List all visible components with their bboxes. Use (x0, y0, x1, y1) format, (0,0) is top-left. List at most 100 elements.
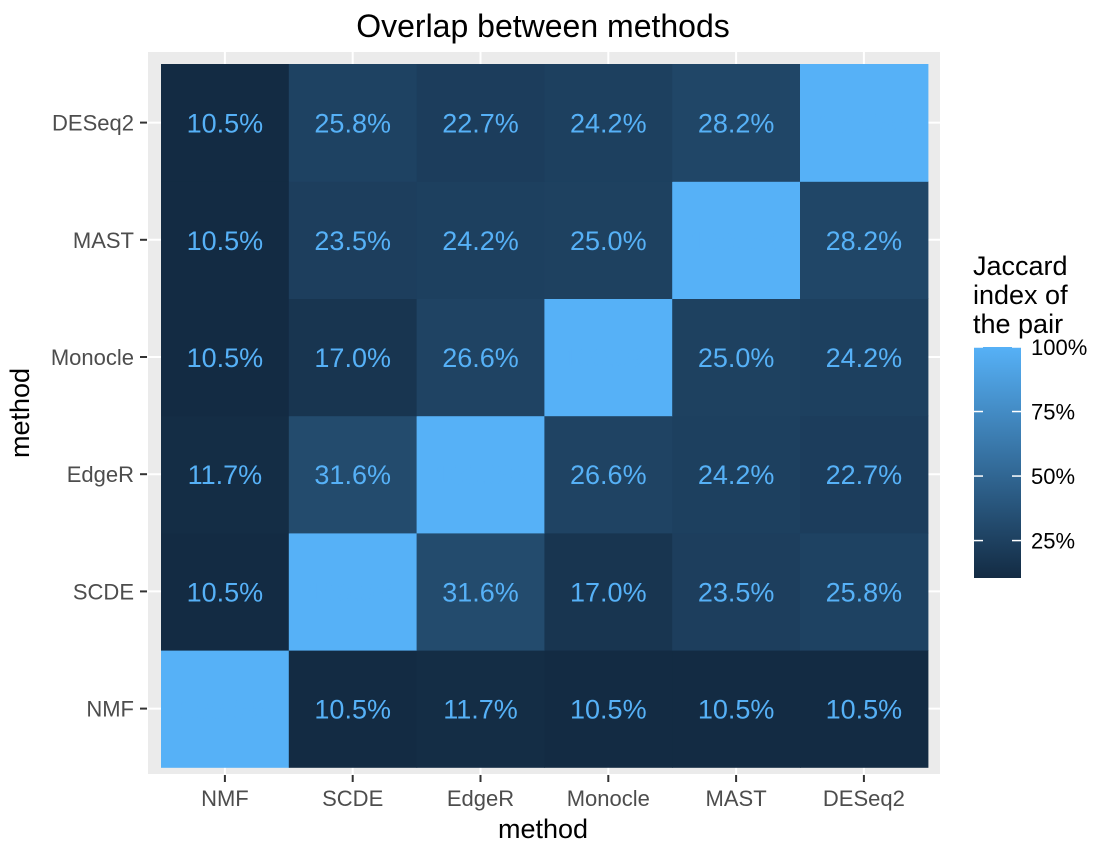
heatmap-cell (416, 415, 545, 534)
x-tick-label: SCDE (322, 786, 383, 811)
cell-value-label: 100.0% (563, 343, 655, 373)
cell-value-label: 10.5% (187, 343, 264, 373)
heatmap-cell (800, 298, 929, 417)
cell-value-label: 23.5% (314, 226, 391, 256)
cell-value-label: 25.0% (570, 226, 647, 256)
heatmap-cell (800, 64, 929, 182)
cell-value-label: 24.2% (826, 343, 903, 373)
heatmap-cell (288, 650, 418, 768)
cell-value-label: 17.0% (314, 343, 391, 373)
cell-value-label: 26.6% (570, 460, 647, 490)
y-tick-label: EdgeR (67, 462, 134, 487)
cell-value-label: 100.0% (690, 226, 782, 256)
heatmap-cell (544, 415, 673, 534)
legend-tick-label: 75% (1031, 400, 1075, 425)
cell-value-label: 10.5% (187, 226, 264, 256)
cell-value-label: 28.2% (698, 109, 775, 139)
heatmap-cell (672, 64, 801, 182)
heatmap-cell (416, 532, 545, 651)
cell-value-label: 100.0% (179, 695, 271, 725)
heatmap-cell (544, 532, 673, 651)
cell-value-label: 25.8% (826, 577, 903, 607)
heatmap-cell (544, 650, 673, 768)
cell-value-label: 25.0% (698, 343, 775, 373)
heatmap-cell (800, 650, 929, 768)
heatmap-cell (800, 532, 929, 651)
y-axis: NMF SCDE EdgeR Monocle MAST DESeq2 (51, 111, 147, 722)
heatmap-cell (416, 298, 545, 417)
cell-value-label: 10.5% (187, 577, 264, 607)
cell-value-label: 22.7% (826, 460, 903, 490)
cell-value-label: 31.6% (314, 460, 391, 490)
heatmap-cell (161, 181, 290, 299)
y-tick-label: NMF (86, 697, 134, 722)
x-tick-label: Monocle (567, 786, 650, 811)
legend-title-line: index of (973, 280, 1068, 310)
cell-labels: 100.0% 10.5% 11.7% 10.5% 10.5% 10.5% 10.5% 100.… (179, 109, 910, 725)
legend-colorbar (974, 347, 1021, 578)
cell-value-label: 11.7% (443, 695, 518, 725)
cell-value-label: 24.2% (698, 460, 775, 490)
x-tick-label: DESeq2 (823, 786, 905, 811)
legend-tick-label: 25% (1031, 529, 1075, 554)
cell-value-label: 10.5% (314, 695, 391, 725)
cell-value-label: 26.6% (442, 343, 519, 373)
cell-value-label: 24.2% (570, 109, 647, 139)
heatmap-cells (161, 64, 929, 768)
heatmap-cell (800, 415, 929, 534)
chart-title: Overlap between methods (356, 8, 730, 44)
y-tick-label: DESeq2 (52, 111, 134, 136)
cell-value-label: 28.2% (826, 226, 903, 256)
heatmap-cell (672, 650, 801, 768)
heatmap-cell (672, 298, 801, 417)
cell-value-label: 10.5% (826, 695, 903, 725)
y-tick-label: SCDE (73, 579, 134, 604)
cell-value-label: 31.6% (442, 577, 519, 607)
x-tick-label: EdgeR (447, 786, 514, 811)
heatmap-cell (544, 298, 673, 417)
x-axis-title: method (498, 814, 588, 844)
heatmap-cell (288, 532, 418, 651)
heatmap-cell (800, 181, 929, 299)
x-tick-label: NMF (201, 786, 249, 811)
legend-title-line: the pair (973, 309, 1063, 339)
x-tick-label: MAST (706, 786, 767, 811)
cell-value-label: 100.0% (818, 109, 910, 139)
cell-value-label: 17.0% (570, 577, 647, 607)
cell-value-label: 10.5% (187, 109, 264, 139)
legend-title-line: Jaccard (973, 251, 1068, 281)
heatmap-cell (672, 415, 801, 534)
cell-value-label: 23.5% (698, 577, 775, 607)
legend-tick-label: 50% (1031, 464, 1075, 489)
heatmap-cell (161, 650, 290, 768)
heatmap-cell (672, 532, 801, 651)
heatmap-cell (288, 181, 418, 299)
y-tick-label: Monocle (51, 345, 134, 370)
heatmap-cell (416, 64, 545, 182)
y-tick-label: MAST (73, 228, 134, 253)
cell-value-label: 100.0% (307, 577, 399, 607)
heatmap-cell (161, 415, 290, 534)
x-axis: NMF SCDE EdgeR Monocle MAST DESeq2 (201, 775, 905, 811)
heatmap-cell (161, 532, 290, 651)
heatmap-cell (544, 181, 673, 299)
legend-tick-label: 100% (1031, 335, 1087, 360)
heatmap-cell (544, 64, 673, 182)
heatmap-cell (288, 415, 418, 534)
heatmap-cell (672, 181, 801, 299)
cell-value-label: 22.7% (442, 109, 519, 139)
cell-value-label: 24.2% (442, 226, 519, 256)
heatmap-cell (288, 298, 418, 417)
cell-value-label: 11.7% (188, 460, 263, 490)
cell-value-label: 100.0% (435, 460, 527, 490)
cell-value-label: 25.8% (314, 109, 391, 139)
heatmap-cell (416, 181, 545, 299)
cell-value-label: 10.5% (698, 695, 775, 725)
heatmap-cell (288, 64, 418, 182)
y-axis-title: method (5, 368, 35, 458)
heatmap-cell (161, 298, 290, 417)
heatmap-cell (416, 650, 545, 768)
heatmap-cell (161, 64, 290, 182)
